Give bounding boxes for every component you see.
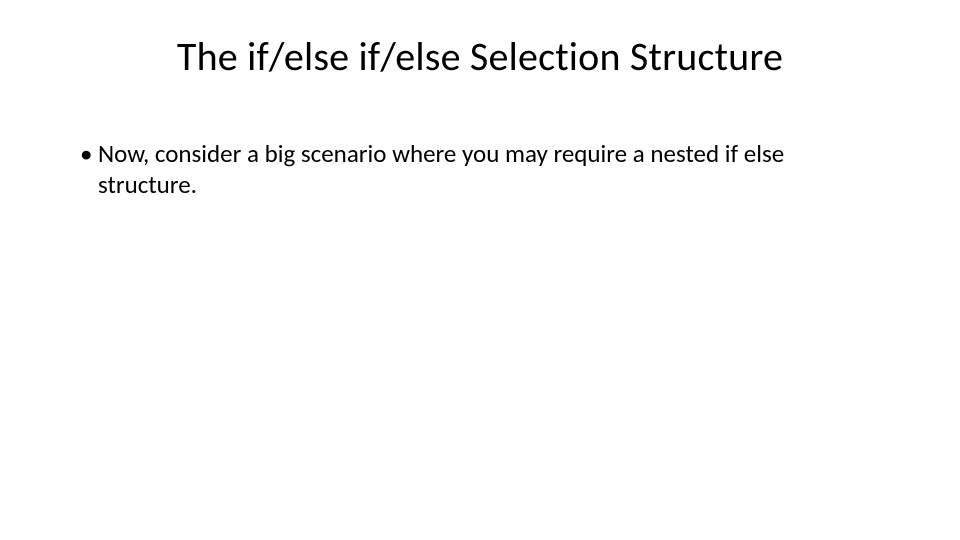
slide: The if/else if/else Selection Structure …: [0, 0, 960, 540]
slide-title: The if/else if/else Selection Structure: [0, 32, 960, 81]
slide-body: • Now, consider a big scenario where you…: [80, 138, 880, 201]
bullet-marker-icon: •: [80, 138, 98, 169]
bullet-text: Now, consider a big scenario where you m…: [98, 138, 880, 201]
bullet-item: • Now, consider a big scenario where you…: [80, 138, 880, 201]
